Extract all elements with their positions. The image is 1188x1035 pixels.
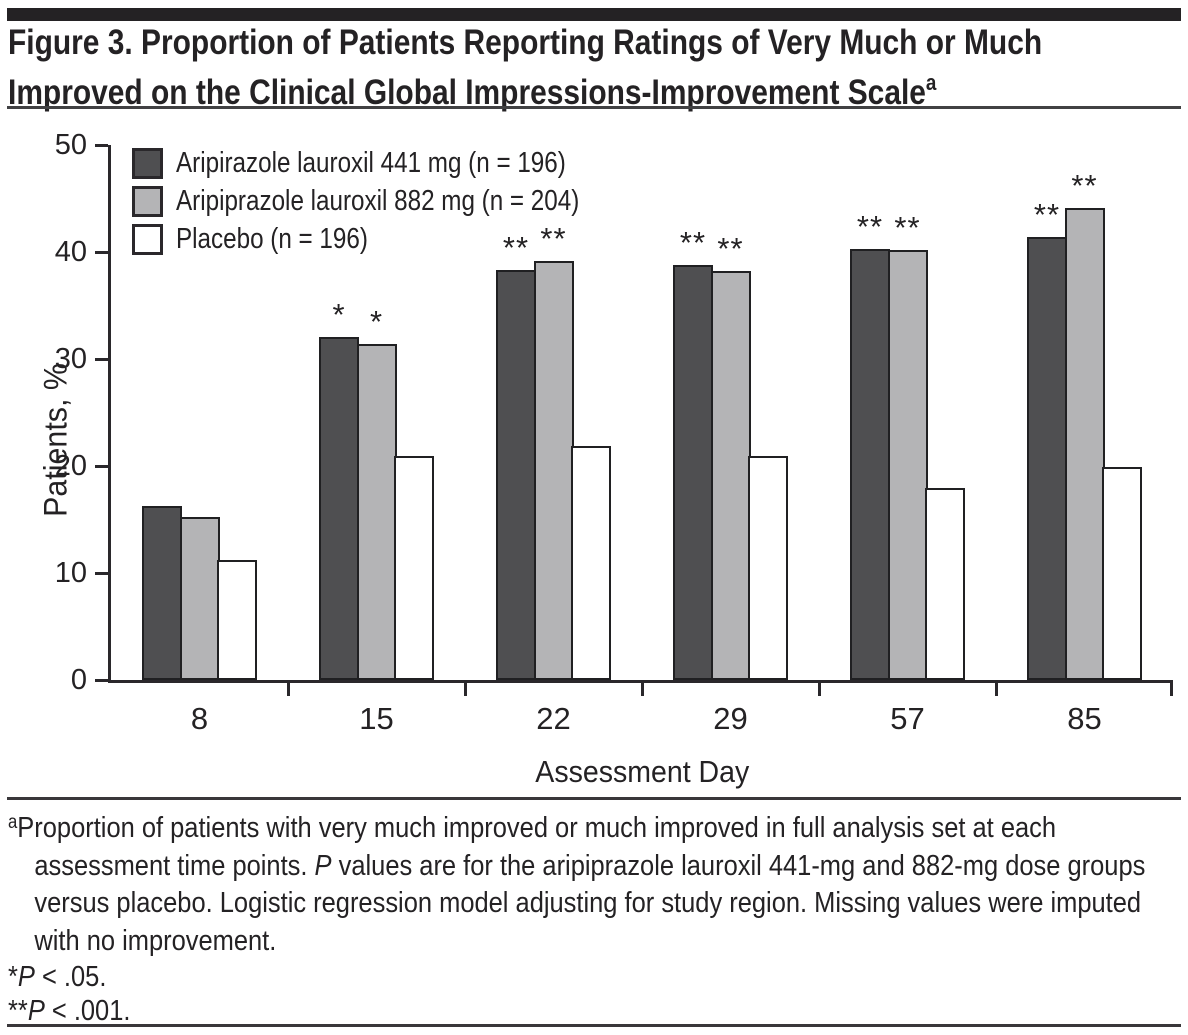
- significance-asterisks: **: [679, 224, 707, 260]
- y-axis-tick-label: 30: [54, 343, 87, 375]
- x-axis-tick: [817, 683, 821, 696]
- figure-title: Figure 3. Proportion of Patients Reporti…: [8, 23, 1043, 113]
- significance-asterisks: **: [540, 220, 567, 256]
- bar: [1027, 237, 1067, 680]
- sig-p: P: [27, 995, 45, 1027]
- plot-area: Aripirazole lauroxil 441 mg (n = 196) Ari…: [55, 130, 1173, 789]
- x-axis-label: Assessment Day: [111, 754, 1173, 790]
- x-axis-tick-label: 8: [190, 701, 209, 736]
- legend-swatch: [132, 185, 163, 217]
- bar: [533, 260, 574, 680]
- y-axis-tick-label: 10: [54, 557, 87, 589]
- footnote-segment: values are for the aripiprazole lauroxil…: [34, 849, 1146, 957]
- y-axis-tick: [95, 571, 108, 575]
- bar: [394, 456, 434, 680]
- footnote-segment: Proportion of patients with very much im…: [17, 812, 1057, 882]
- footnote-paragraph: aProportion of patients with very much i…: [8, 804, 1176, 960]
- legend-label: Aripiprazole lauroxil 882 mg (n = 204): [176, 184, 580, 217]
- significance-asterisks: **: [1071, 168, 1098, 204]
- bar: [1102, 467, 1142, 680]
- bar: [673, 264, 713, 680]
- y-axis-label: Patients, %: [37, 363, 74, 517]
- y-axis-tick-label: 40: [54, 236, 87, 268]
- bar: [319, 336, 359, 680]
- x-axis-end-tick: [1170, 683, 1173, 696]
- bar: [142, 505, 182, 680]
- x-axis-tick: [640, 683, 644, 696]
- bar: [571, 445, 611, 680]
- y-axis-tick: [95, 678, 108, 682]
- figure-bottom-rule: [7, 1024, 1181, 1027]
- bar: [179, 517, 220, 680]
- x-axis-tick: [463, 683, 467, 696]
- x-axis-tick-label: 29: [713, 701, 748, 736]
- figure-top-rule: [7, 8, 1181, 21]
- y-axis-tick: [95, 250, 108, 254]
- x-axis-tick-label: 57: [890, 701, 925, 736]
- x-axis-label-text: Assessment Day: [535, 754, 749, 789]
- bar: [887, 249, 928, 680]
- significance-note-p001: **P < .001.: [8, 994, 1176, 1028]
- y-axis-tick-label: 0: [70, 664, 87, 696]
- y-axis-tick: [95, 357, 108, 361]
- footnote-text: Proportion of patients with very much im…: [17, 812, 1145, 957]
- y-axis-tick-label: 20: [54, 450, 87, 482]
- x-axis-tick-label: 15: [359, 701, 394, 736]
- bar: [496, 270, 536, 680]
- bar: [710, 271, 751, 680]
- figure-title-line2: Improved on the Clinical Global Impressi…: [8, 63, 1017, 113]
- footnote-italic-p: P: [314, 849, 332, 882]
- significance-asterisks: **: [502, 230, 530, 266]
- significance-asterisks: *: [369, 304, 384, 340]
- legend-item: Aripirazole lauroxil 441 mg (n = 196): [132, 147, 650, 179]
- sig-p: P: [17, 961, 35, 993]
- x-axis-tick-label: 85: [1067, 701, 1102, 736]
- footnote-marker: a: [8, 812, 18, 833]
- x-axis-tick-label: 22: [536, 701, 571, 736]
- y-axis-tick: [95, 143, 108, 147]
- title-divider-rule: [7, 106, 1181, 109]
- significance-asterisks: **: [894, 209, 921, 245]
- legend-label: Aripirazole lauroxil 441 mg (n = 196): [176, 146, 566, 179]
- x-axis-tick: [286, 683, 290, 696]
- significance-asterisks: **: [856, 208, 884, 244]
- sig-rest: < .05.: [34, 961, 107, 993]
- significance-asterisks: **: [1033, 197, 1061, 233]
- bar: [925, 488, 965, 680]
- legend-swatch: [132, 147, 163, 179]
- x-axis-tick: [994, 683, 998, 696]
- footnote-divider-rule: [7, 797, 1181, 800]
- significance-asterisks: **: [717, 231, 744, 267]
- figure-title-line2-text: Improved on the Clinical Global Impressi…: [8, 73, 926, 112]
- sig-stars: **: [8, 995, 28, 1027]
- bar: [850, 248, 890, 680]
- bar: [748, 456, 788, 680]
- figure-title-superscript: a: [925, 70, 937, 95]
- legend-label: Placebo (n = 196): [176, 222, 368, 255]
- bar: [1064, 208, 1105, 680]
- legend-swatch: [132, 223, 163, 255]
- sig-stars: *: [8, 961, 18, 993]
- bar-chart: Patients, % Aripirazole lauroxil 441 mg …: [0, 118, 1188, 790]
- bar: [356, 344, 397, 680]
- legend-item: Aripiprazole lauroxil 882 mg (n = 204): [132, 185, 650, 217]
- legend-item: Placebo (n = 196): [132, 223, 650, 255]
- significance-note-p05: *P < .05.: [8, 960, 1176, 994]
- chart-legend: Aripirazole lauroxil 441 mg (n = 196) Ari…: [132, 147, 650, 261]
- sig-rest: < .001.: [44, 995, 131, 1027]
- significance-asterisks: *: [332, 296, 346, 332]
- y-axis-tick: [95, 464, 108, 468]
- bar: [217, 560, 257, 680]
- footnote-block: aProportion of patients with very much i…: [8, 804, 1176, 1028]
- figure-title-line1: Figure 3. Proportion of Patients Reporti…: [8, 23, 1043, 62]
- y-axis-tick-label: 50: [54, 129, 87, 161]
